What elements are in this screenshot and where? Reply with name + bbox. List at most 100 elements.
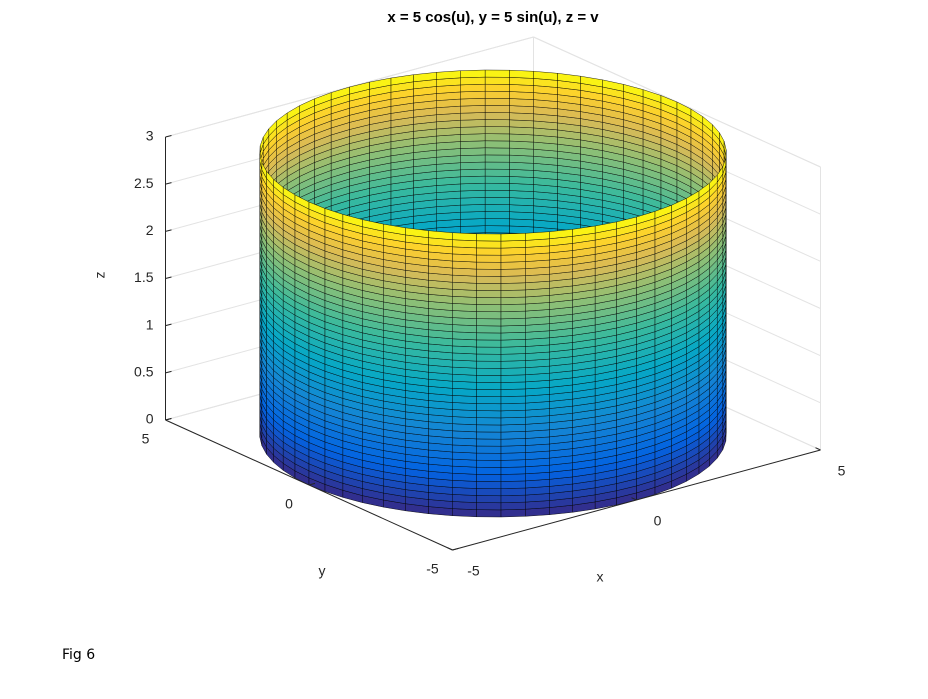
surface-facet [452, 373, 477, 383]
z-tick [165, 229, 172, 232]
surface-facet [452, 444, 477, 454]
surface-facet [500, 325, 526, 334]
surface-facet [484, 112, 510, 121]
z-tick [165, 182, 172, 185]
surface-facet [484, 211, 510, 220]
surface-facet [509, 154, 534, 164]
surface-facet [500, 459, 526, 468]
surface-facet [500, 247, 526, 256]
surface-facet [500, 254, 526, 263]
surface-facet [452, 494, 477, 503]
surface-facet [500, 360, 526, 369]
surface-facet [484, 197, 510, 205]
surface-facet [452, 281, 477, 291]
surface-facet [452, 317, 477, 326]
surface-facet [452, 274, 477, 284]
surface-facet [500, 473, 526, 482]
surface-facet [452, 232, 477, 242]
z-tick-label: 0.5 [134, 364, 154, 380]
surface-facet [476, 466, 502, 475]
x-tick [447, 547, 453, 551]
surface-facet [484, 90, 510, 99]
surface-facet [476, 311, 502, 320]
surface-facet [500, 501, 526, 511]
surface-facet [484, 76, 510, 85]
surface-facet [476, 353, 502, 362]
surface-facet [476, 240, 502, 249]
surface-facet [452, 416, 477, 426]
surface-facet [460, 204, 486, 213]
surface-facet [476, 290, 502, 298]
surface-facet [500, 261, 526, 270]
surface-facet [509, 161, 534, 171]
surface-facet [476, 325, 502, 334]
surface-facet [509, 126, 534, 136]
surface-facet [452, 388, 477, 397]
surface-facet [484, 126, 510, 135]
surface-facet [476, 268, 502, 277]
z-tick [165, 276, 172, 279]
surface-facet [452, 352, 477, 362]
surface-facet [509, 169, 534, 178]
surface-facet [509, 69, 534, 79]
surface-facet [460, 98, 486, 107]
surface-facet [476, 233, 502, 242]
surface [259, 69, 727, 518]
surface-facet [452, 324, 477, 334]
surface-facet [509, 197, 534, 207]
surface-facet [509, 91, 534, 100]
surface-facet [476, 247, 502, 256]
z-tick-label: 3 [146, 128, 154, 144]
z-tick-label: 1.5 [134, 269, 154, 285]
surface-facet [452, 289, 477, 298]
z-tick [165, 370, 172, 374]
surface-facet [476, 275, 502, 284]
surface-facet [460, 133, 486, 142]
z-tick [165, 323, 172, 327]
surface-facet [476, 509, 502, 518]
surface-facet [509, 98, 534, 107]
surface-facet [500, 353, 526, 362]
surface-facet [476, 332, 502, 341]
surface-facet [460, 175, 486, 185]
surface-facet [476, 375, 502, 383]
surface-facet [509, 112, 534, 122]
surface-facet [452, 310, 477, 319]
surface-facet [509, 190, 534, 199]
surface-facet [500, 381, 526, 390]
axes: 0 0.5 1 1.5 2 2.5 3 -5 0 5 -5 0 5 [134, 128, 846, 579]
surface-facet [460, 168, 486, 178]
surface-facet [476, 318, 502, 327]
surface-facet [476, 396, 502, 405]
surface-facet [500, 424, 526, 433]
surface-facet [500, 402, 526, 412]
surface-facet [452, 402, 477, 411]
surface-facet [509, 218, 534, 228]
surface-facet [484, 69, 510, 78]
surface-facet [460, 119, 486, 128]
surface-facet [452, 303, 477, 312]
y-tick [308, 482, 316, 486]
surface-facet [509, 84, 534, 93]
surface-facet [484, 168, 510, 177]
surface-facet [484, 225, 510, 234]
surface-facet [500, 332, 526, 341]
surface-facet [476, 283, 502, 291]
surface-facet [452, 345, 477, 355]
surface-facet [452, 338, 477, 348]
surface-facet [500, 388, 526, 397]
surface-facet [509, 133, 534, 143]
surface-facet [460, 76, 486, 86]
x-tick [815, 447, 821, 451]
z-tick [165, 135, 172, 138]
surface-facet [500, 395, 526, 405]
y-tick-label: 5 [142, 431, 150, 447]
surface-facet [460, 197, 486, 206]
chart-title: x = 5 cos(u), y = 5 sin(u), z = v [387, 9, 599, 26]
surface-facet [500, 438, 526, 447]
surface-facet [460, 161, 486, 171]
surface-facet [460, 211, 486, 220]
surface-facet [484, 119, 510, 128]
surface-facet [476, 474, 502, 482]
